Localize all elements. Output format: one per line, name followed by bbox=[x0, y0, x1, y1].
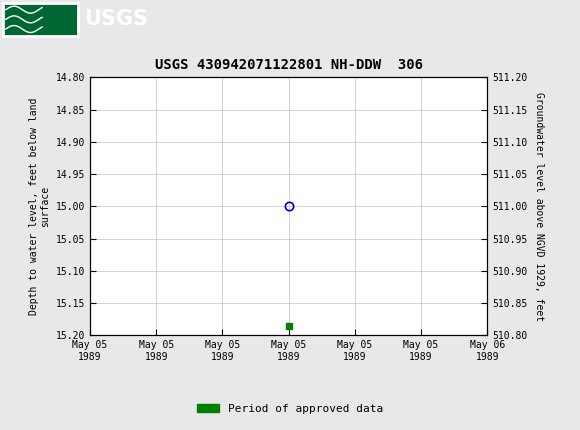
Y-axis label: Depth to water level, feet below land
surface: Depth to water level, feet below land su… bbox=[28, 98, 50, 315]
Text: USGS: USGS bbox=[84, 9, 148, 29]
Y-axis label: Groundwater level above NGVD 1929, feet: Groundwater level above NGVD 1929, feet bbox=[534, 92, 544, 321]
FancyBboxPatch shape bbox=[3, 3, 78, 36]
Legend: Period of approved data: Period of approved data bbox=[193, 399, 387, 418]
Title: USGS 430942071122801 NH-DDW  306: USGS 430942071122801 NH-DDW 306 bbox=[154, 58, 423, 72]
